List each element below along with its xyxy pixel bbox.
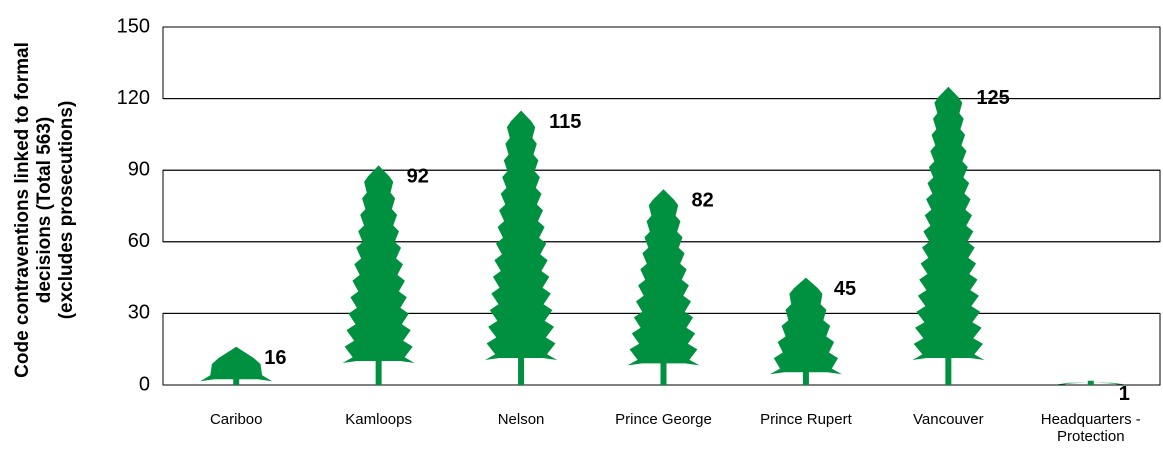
tree bbox=[912, 86, 985, 360]
y-tick-label: 90 bbox=[128, 158, 150, 180]
y-tick-label: 0 bbox=[139, 373, 150, 395]
trunk bbox=[375, 359, 382, 385]
tree bbox=[200, 346, 273, 382]
data-label: 82 bbox=[692, 190, 714, 212]
tree bbox=[1054, 382, 1127, 385]
trunk bbox=[233, 377, 240, 385]
tree bbox=[627, 189, 700, 366]
data-label: 1 bbox=[1119, 383, 1130, 405]
data-label: 92 bbox=[407, 166, 429, 188]
y-tick-label: 30 bbox=[128, 302, 150, 324]
y-axis-label: Code contraventions linked to formal dec… bbox=[12, 42, 77, 378]
x-tick-label: Cariboo bbox=[209, 411, 263, 428]
trunk bbox=[1087, 380, 1094, 385]
trunk bbox=[802, 370, 809, 385]
x-tick-label: Prince George bbox=[615, 411, 712, 428]
tree bbox=[769, 277, 842, 375]
trunk bbox=[945, 356, 952, 385]
y-tick-label: 120 bbox=[117, 87, 150, 109]
data-label: 16 bbox=[264, 347, 286, 369]
x-tick-label: Prince Rupert bbox=[760, 411, 852, 428]
trunk bbox=[518, 356, 525, 385]
tree bbox=[342, 165, 415, 363]
x-tick-label: Vancouver bbox=[913, 411, 984, 428]
x-tick-label: Kamloops bbox=[345, 411, 412, 428]
data-label: 45 bbox=[834, 278, 856, 300]
y-tick-label: 150 bbox=[117, 15, 150, 37]
x-tick-label: Headquarters - Protection bbox=[1040, 411, 1141, 445]
data-label: 115 bbox=[549, 111, 581, 133]
y-tick-label: 60 bbox=[128, 230, 150, 252]
x-tick-label: Nelson bbox=[497, 411, 545, 428]
data-label: 125 bbox=[976, 87, 1009, 109]
tree bbox=[485, 110, 558, 360]
trunk bbox=[660, 361, 667, 385]
band bbox=[162, 26, 1161, 100]
